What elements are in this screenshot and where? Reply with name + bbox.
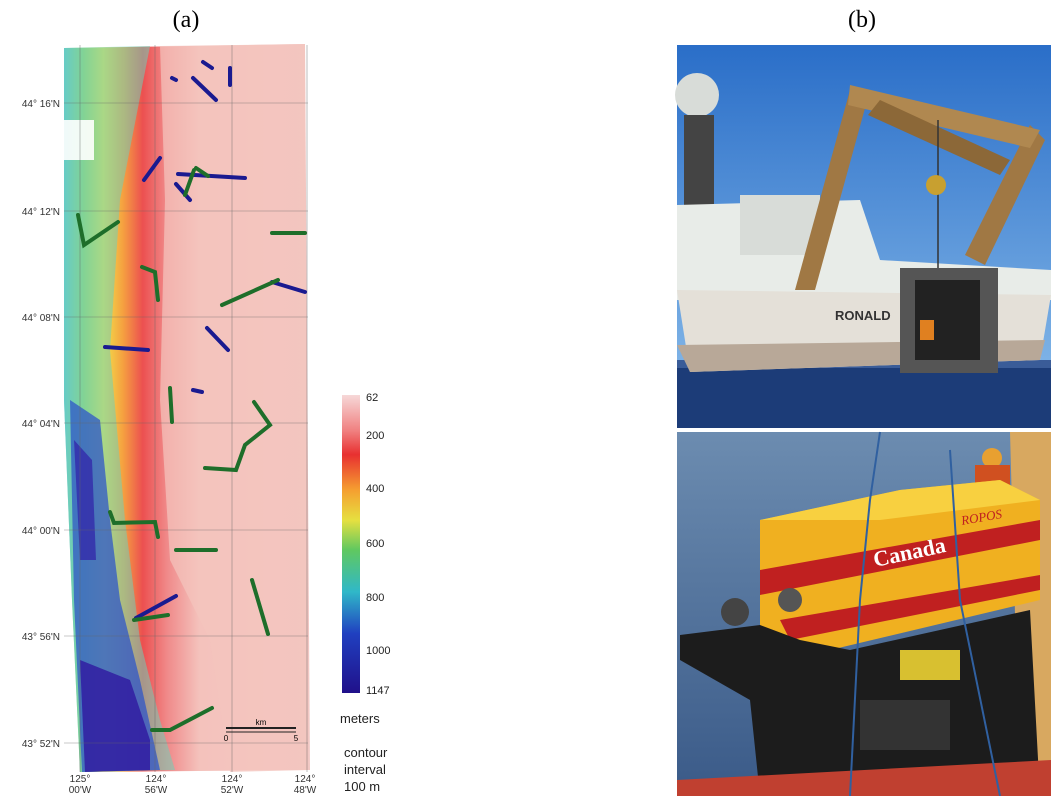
colorbar-unit: meters — [340, 711, 380, 726]
lat-label: 44° 04'N — [22, 419, 60, 430]
colorbar-label: 400 — [366, 483, 384, 495]
contour-note: 100 m — [344, 779, 380, 794]
longitude-labels: 125° 00'W 124° 56'W 124° 52'W 124° 48'W — [69, 774, 317, 796]
colorbar: 62 200 400 600 800 1000 1147 meters cont… — [340, 392, 390, 794]
ship-name: RONALD — [835, 308, 891, 323]
lat-label: 43° 56'N — [22, 632, 60, 643]
rov-photo: Canada ROPOS — [677, 431, 1051, 796]
lon-label: 124° — [295, 774, 316, 785]
panel-label: (b) — [848, 7, 876, 33]
lon-label: 124° — [222, 774, 243, 785]
lon-label: 48'W — [294, 785, 317, 796]
latitude-labels: 44° 16'N 44° 12'N 44° 08'N 44° 04'N 44° … — [22, 99, 60, 750]
lon-label: 125° — [70, 774, 91, 785]
survey-tracks — [76, 60, 307, 732]
rov-text: ROPOS — [959, 506, 1004, 528]
lat-label: 44° 00'N — [22, 526, 60, 537]
lon-label: 52'W — [221, 785, 244, 796]
lon-label: 00'W — [69, 785, 92, 796]
scale-unit: km — [256, 718, 267, 727]
lat-label: 44° 08'N — [22, 313, 60, 324]
lat-label: 43° 52'N — [22, 739, 60, 750]
lat-label: 44° 16'N — [22, 99, 60, 110]
colorbar-label: 1000 — [366, 645, 390, 657]
colorbar-label: 600 — [366, 538, 384, 550]
colorbar-label: 62 — [366, 392, 378, 404]
scale-label: 5 — [294, 734, 299, 743]
colorbar-label: 200 — [366, 430, 384, 442]
ship-photo: RONALD — [675, 45, 1051, 428]
colorbar-label: 1147 — [366, 685, 390, 697]
lon-label: 124° — [146, 774, 167, 785]
panel-label: (a) — [173, 7, 200, 33]
contour-note: interval — [344, 762, 386, 777]
bathymetry-map: km 0 5 — [64, 44, 310, 772]
scale-label: 0 — [224, 734, 229, 743]
lon-label: 56'W — [145, 785, 168, 796]
colorbar-label: 800 — [366, 592, 384, 604]
contour-note: contour — [344, 745, 388, 760]
lat-label: 44° 12'N — [22, 207, 60, 218]
